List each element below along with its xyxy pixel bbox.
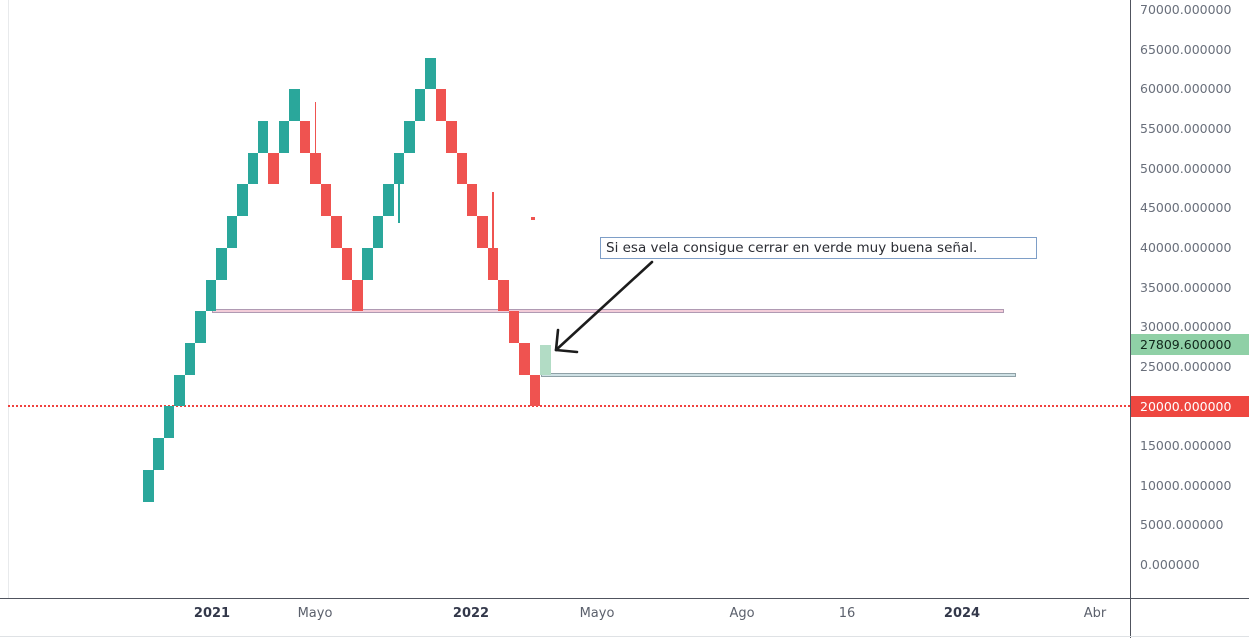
price-tick-label: 60000.000000 <box>1140 81 1232 97</box>
alert-line[interactable] <box>8 405 1130 408</box>
renko-brick <box>143 469 154 502</box>
renko-brick <box>310 152 321 185</box>
renko-brick <box>331 216 342 248</box>
renko-brick <box>299 121 311 153</box>
renko-brick <box>352 279 363 312</box>
time-tick-label: Abr <box>1083 606 1107 621</box>
price-tick-label: 65000.000000 <box>1140 41 1232 57</box>
time-axis[interactable]: 2021 Mayo 2022 Mayo Ago 16 2024 Abr <box>0 599 1249 636</box>
window-bottom-edge <box>0 636 1249 637</box>
renko-brick <box>278 121 290 153</box>
renko-wick <box>492 192 494 248</box>
renko-brick <box>456 152 467 185</box>
renko-brick <box>383 184 394 217</box>
renko-brick <box>414 89 426 121</box>
callout-text: Si esa vela consigue cerrar en verde muy… <box>606 240 978 256</box>
time-tick-label: 16 <box>838 606 856 621</box>
price-tick-label: 45000.000000 <box>1140 200 1232 216</box>
renko-brick <box>498 279 509 312</box>
renko-brick <box>257 121 269 153</box>
time-tick-label: 2024 <box>943 606 981 621</box>
renko-brick <box>195 311 206 343</box>
renko-brick <box>529 374 541 407</box>
price-tick-label: 15000.000000 <box>1140 438 1232 454</box>
stray-mark <box>531 217 535 220</box>
current-price-label: 27809.600000 <box>1130 334 1249 355</box>
renko-brick <box>487 247 499 280</box>
renko-brick <box>289 89 300 121</box>
renko-brick <box>184 343 196 375</box>
renko-brick <box>247 152 258 185</box>
renko-brick <box>205 279 217 312</box>
price-axis[interactable]: 27809.600000 20000.000000 70000.000000 65… <box>1130 0 1249 598</box>
renko-brick <box>519 343 530 375</box>
renko-wick <box>398 184 400 224</box>
renko-brick <box>362 247 373 280</box>
alert-price-label: 20000.000000 <box>1130 395 1249 417</box>
renko-brick <box>508 311 520 343</box>
renko-brick <box>435 89 447 121</box>
price-tick-label: 10000.000000 <box>1140 477 1232 493</box>
renko-brick <box>226 216 238 248</box>
price-axis-separator <box>1130 0 1131 638</box>
left-toolbar-edge <box>8 0 9 598</box>
price-tick-label: 70000.000000 <box>1140 2 1232 17</box>
time-tick-label: Mayo <box>297 606 333 621</box>
price-tick-label: 0.000000 <box>1140 557 1200 572</box>
renko-brick <box>163 406 175 439</box>
renko-brick <box>216 247 227 280</box>
renko-wick <box>314 101 317 153</box>
renko-brick <box>153 438 164 470</box>
renko-brick <box>341 247 353 280</box>
renko-brick <box>446 121 457 153</box>
price-tick-label: 50000.000000 <box>1140 160 1232 176</box>
renko-brick <box>393 152 405 185</box>
renko-brick <box>174 374 185 407</box>
price-tick-label: 35000.000000 <box>1140 279 1232 295</box>
support-line[interactable] <box>541 372 1016 377</box>
price-tick-label: 5000.000000 <box>1140 517 1224 533</box>
time-tick-label: Mayo <box>579 606 615 621</box>
time-axis-separator <box>0 598 1249 599</box>
renko-brick <box>466 184 478 217</box>
price-tick-label: 25000.000000 <box>1140 358 1232 374</box>
renko-brick <box>404 121 415 153</box>
resistance-line[interactable] <box>212 309 1004 314</box>
time-tick-label: Ago <box>729 606 755 621</box>
time-tick-label: 2021 <box>193 606 231 621</box>
price-tick-label: 30000.000000 <box>1140 319 1232 335</box>
renko-brick <box>540 344 551 375</box>
renko-brick <box>320 184 332 217</box>
price-tick-label: 40000.000000 <box>1140 239 1232 255</box>
renko-brick <box>372 216 384 248</box>
text-callout[interactable]: Si esa vela consigue cerrar en verde muy… <box>600 237 1037 259</box>
chart-area[interactable] <box>0 0 1130 598</box>
renko-brick <box>477 216 488 248</box>
renko-brick <box>268 152 279 185</box>
renko-brick <box>425 57 436 90</box>
renko-brick <box>237 184 248 217</box>
price-tick-label: 55000.000000 <box>1140 120 1232 136</box>
time-tick-label: 2022 <box>452 606 490 621</box>
